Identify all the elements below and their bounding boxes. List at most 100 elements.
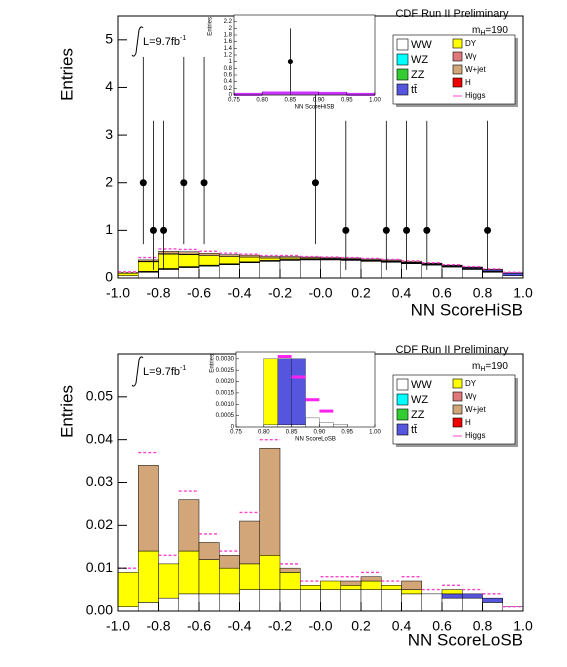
data-point	[311, 179, 319, 187]
y-tick-label: 0.02	[86, 516, 113, 532]
legend-label: WZ	[411, 394, 428, 406]
x-tick-label: -0.0	[308, 285, 332, 301]
x-tick-label: -0.8	[146, 618, 170, 634]
lumi-exponent: -1	[180, 35, 186, 42]
bar-segment	[138, 261, 159, 272]
legend-label: H	[465, 78, 471, 87]
x-tick-label: 0.75	[230, 430, 242, 436]
data-point	[160, 226, 168, 234]
bar-segment	[401, 589, 422, 595]
x-tick-label: -0.6	[187, 285, 211, 301]
legend-swatch	[452, 417, 463, 428]
data-point	[180, 179, 188, 187]
mass-label: mH=190	[472, 361, 508, 373]
x-tick-label: 0.75	[228, 98, 240, 104]
data-point	[139, 179, 147, 187]
data-point	[423, 226, 431, 234]
y-tick-label: 0.00	[86, 602, 113, 618]
bar-segment	[263, 358, 278, 425]
bar-segment	[259, 261, 281, 279]
legend-label: tt̄	[411, 84, 417, 96]
x-tick-label: 0.4	[392, 285, 412, 301]
bar-segment	[138, 272, 159, 279]
bar-segment	[198, 559, 220, 595]
x-tick-label: 0.2	[351, 618, 371, 634]
legend-label: WW	[411, 379, 432, 391]
bar-segment	[360, 580, 382, 590]
bar-segment	[340, 589, 362, 612]
bar-segment	[158, 269, 179, 279]
x-tick-label: 0.2	[351, 285, 371, 301]
bar-segment	[320, 580, 341, 590]
data-point	[484, 226, 492, 234]
bar-segment	[482, 272, 503, 279]
y-tick-label: 1.4	[224, 46, 233, 52]
x-tick-label: 0.85	[286, 430, 298, 436]
y-tick-label: 0.03	[86, 473, 113, 489]
bar-segment	[401, 593, 422, 612]
x-tick-label: -0.4	[227, 618, 251, 634]
legend-swatch	[452, 404, 463, 415]
x-axis-title: NN ScoreLoSB	[408, 630, 523, 649]
bar-segment	[401, 580, 422, 590]
bar-segment	[279, 567, 301, 573]
bar-segment	[117, 572, 139, 607]
legend-swatch	[452, 64, 463, 75]
bar-segment	[421, 593, 443, 612]
legend-swatch	[396, 423, 409, 436]
inset-y-title: Entries	[210, 354, 216, 373]
bar-segment	[279, 260, 301, 279]
bar-segment	[360, 576, 382, 582]
x-tick-label: 1.0	[513, 618, 533, 634]
bar-segment	[300, 589, 321, 612]
x-tick-label: 0.4	[392, 618, 412, 634]
data-point	[403, 226, 411, 234]
legend-swatch	[396, 53, 409, 66]
bar-segment	[259, 555, 281, 590]
x-tick-label: 0.90	[313, 98, 325, 104]
mass-label: mH=190	[472, 25, 508, 37]
x-tick-label: 0.8	[473, 285, 493, 301]
legend-label: ZZ	[411, 69, 425, 81]
x-tick-label: 0.8	[473, 618, 493, 634]
y-tick-label: 2	[105, 173, 113, 189]
bar-segment	[178, 550, 200, 595]
y-tick-label: 0.0005	[216, 413, 235, 419]
bar-segment	[239, 254, 260, 258]
legend-label: H	[465, 418, 471, 427]
y-tick-label: 0.0015	[216, 390, 235, 396]
integral-sign	[131, 356, 144, 387]
axis-frame	[235, 351, 376, 428]
y-tick-label: 0.8	[224, 66, 233, 72]
x-tick-label: 1.00	[369, 430, 381, 436]
legend-label: W+jet	[465, 65, 486, 74]
y-tick-label: 1.8	[224, 33, 233, 39]
y-tick-label: 0.01	[86, 559, 113, 575]
x-axis-title: NN ScoreHiSB	[411, 300, 523, 319]
legend-swatch	[396, 68, 409, 81]
bar-segment	[360, 589, 382, 612]
bar-segment	[259, 447, 281, 556]
bar-segment	[441, 593, 463, 599]
header: CDF Run II Preliminary	[395, 344, 509, 356]
bar-segment	[340, 585, 362, 590]
integral-sign	[131, 26, 144, 57]
bar-segment	[482, 602, 503, 612]
y-axis-title: Entries	[57, 48, 76, 101]
legend-label: W+jet	[465, 405, 486, 414]
bar-segment	[219, 264, 240, 279]
y-tick-label: 1	[229, 59, 233, 65]
bar-segment	[300, 585, 321, 590]
legend-label: Higgs	[465, 431, 485, 440]
x-tick-label: -0.2	[268, 285, 292, 301]
bar-segment	[291, 424, 306, 428]
bar-segment	[277, 424, 292, 428]
bar-segment	[279, 572, 301, 590]
x-tick-label: -0.0	[308, 618, 332, 634]
lumi-exponent: -1	[180, 365, 186, 372]
bar-segment	[178, 254, 200, 267]
x-tick-label: -0.6	[187, 618, 211, 634]
x-tick-label: 0.90	[314, 430, 326, 436]
bar-segment	[158, 253, 179, 269]
